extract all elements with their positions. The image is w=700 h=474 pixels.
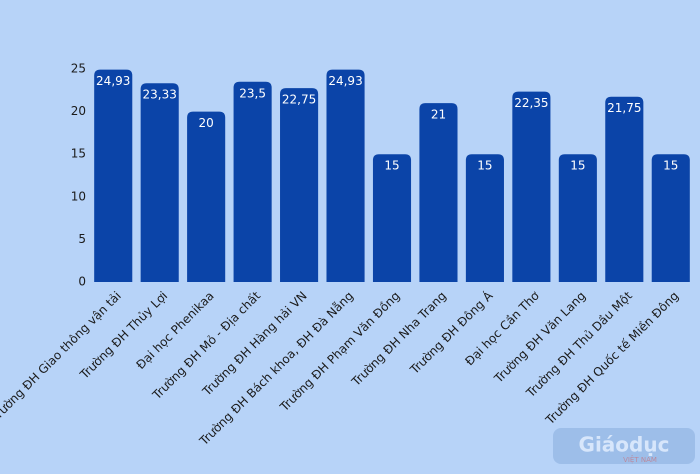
value-label: 24,93 <box>328 74 362 88</box>
value-label: 15 <box>384 159 399 173</box>
bar <box>419 103 458 282</box>
watermark: Giáodục VIỆT NAM <box>553 428 695 464</box>
watermark-text: Giáodục <box>579 433 670 457</box>
value-label: 15 <box>570 159 585 173</box>
bar <box>187 111 226 282</box>
bar <box>651 154 690 282</box>
value-label: 20 <box>199 116 214 130</box>
bar <box>94 69 133 282</box>
value-label: 23,5 <box>239 86 266 100</box>
y-tick-label: 20 <box>71 104 86 118</box>
value-label: 21,75 <box>607 101 641 115</box>
value-label: 22,75 <box>282 93 316 107</box>
value-label: 23,33 <box>143 88 177 102</box>
bar <box>280 88 319 282</box>
bar <box>465 154 504 282</box>
y-tick-label: 10 <box>71 189 86 203</box>
watermark-box <box>553 428 695 464</box>
value-label: 15 <box>477 159 492 173</box>
watermark-sub: VIỆT NAM <box>623 455 657 464</box>
bar <box>372 154 412 282</box>
bar <box>233 81 272 282</box>
y-tick-label: 0 <box>78 275 86 289</box>
y-tick-label: 25 <box>71 62 86 76</box>
value-label: 21 <box>431 108 446 122</box>
y-tick-label: 5 <box>78 232 86 246</box>
bar <box>558 154 597 282</box>
bar <box>326 69 365 282</box>
bar <box>512 91 551 282</box>
value-label: 15 <box>663 159 678 173</box>
bar <box>605 96 644 282</box>
bar <box>140 83 179 283</box>
value-label: 24,93 <box>96 74 130 88</box>
value-label: 22,35 <box>514 96 548 110</box>
y-tick-label: 15 <box>71 147 86 161</box>
